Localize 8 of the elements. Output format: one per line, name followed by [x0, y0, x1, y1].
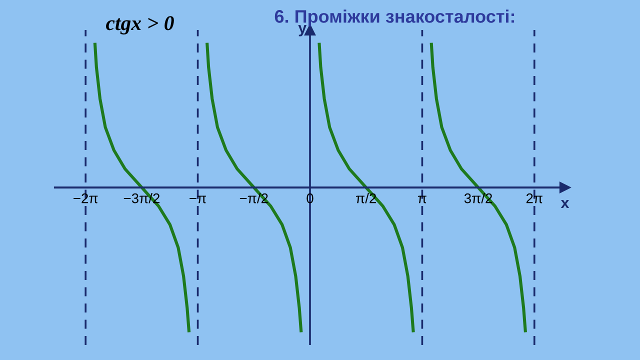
- x-axis-title: x: [560, 200, 570, 208]
- x-tick-label: π: [418, 196, 426, 204]
- chart-title: 6. Проміжки знакосталості:: [274, 10, 514, 26]
- x-tick-label: −2π: [74, 193, 98, 204]
- text: ctgx > 0: [106, 16, 174, 34]
- x-tick-label: 2π: [526, 193, 542, 204]
- y-axis-title: y: [298, 25, 307, 36]
- x-tick-label: −π: [190, 196, 206, 204]
